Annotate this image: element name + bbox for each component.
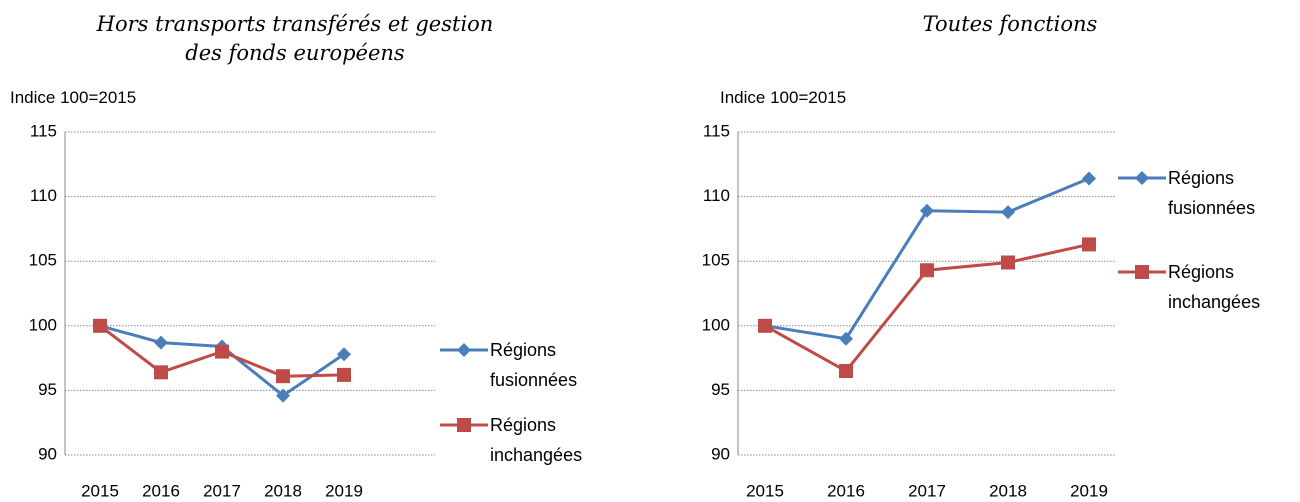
marker — [276, 388, 290, 403]
marker — [457, 418, 471, 432]
legend-label: Régions fusionnées — [1168, 168, 1256, 218]
marker — [1001, 255, 1015, 270]
chart-title: Hors transports transférés et gestion de… — [96, 12, 494, 65]
y-tick-label: 95 — [711, 380, 730, 399]
y-tick-label: 105 — [29, 251, 57, 270]
marker — [920, 203, 934, 218]
marker — [758, 318, 772, 333]
legend-label: Régions inchangées — [490, 415, 583, 465]
marker — [276, 369, 290, 384]
x-tick-label: 2019 — [325, 481, 363, 500]
marker — [154, 365, 168, 380]
marker — [920, 263, 934, 278]
marker — [93, 318, 107, 333]
x-tick-label: 2016 — [142, 481, 180, 500]
marker — [457, 343, 471, 357]
marker — [215, 344, 229, 359]
y-tick-label: 100 — [702, 315, 730, 334]
y-tick-label: 110 — [30, 186, 57, 205]
x-tick-label: 2018 — [989, 481, 1027, 500]
marker — [1135, 265, 1149, 279]
legend-label: Régions inchangées — [1168, 262, 1261, 312]
series-line — [99, 324, 345, 398]
marker — [1001, 205, 1015, 220]
y-axis-label: Indice 100=2015 — [720, 88, 847, 107]
marker — [337, 347, 351, 362]
marker — [839, 331, 853, 346]
y-tick-label: 90 — [38, 444, 57, 463]
x-tick-label: 2019 — [1070, 481, 1108, 500]
y-tick-label: 105 — [702, 251, 730, 270]
marker — [1082, 171, 1096, 186]
y-tick-label: 115 — [30, 121, 57, 140]
marker — [154, 335, 168, 350]
chart-title: Toutes fonctions — [922, 12, 1098, 36]
y-tick-label: 90 — [711, 444, 730, 463]
x-tick-label: 2015 — [81, 481, 119, 500]
marker — [1082, 237, 1096, 252]
x-tick-label: 2016 — [827, 481, 865, 500]
x-tick-label: 2015 — [746, 481, 784, 500]
y-tick-label: 110 — [703, 186, 730, 205]
series-line — [764, 177, 1090, 341]
y-tick-label: 100 — [29, 315, 57, 334]
x-tick-label: 2017 — [203, 481, 241, 500]
y-tick-label: 115 — [703, 121, 730, 140]
legend-label: Régions fusionnées — [490, 340, 578, 390]
x-tick-label: 2018 — [264, 481, 302, 500]
marker — [1135, 171, 1149, 185]
y-axis-label: Indice 100=2015 — [10, 88, 137, 107]
y-tick-label: 95 — [38, 380, 57, 399]
x-tick-label: 2017 — [908, 481, 946, 500]
marker — [337, 367, 351, 382]
marker — [839, 364, 853, 379]
